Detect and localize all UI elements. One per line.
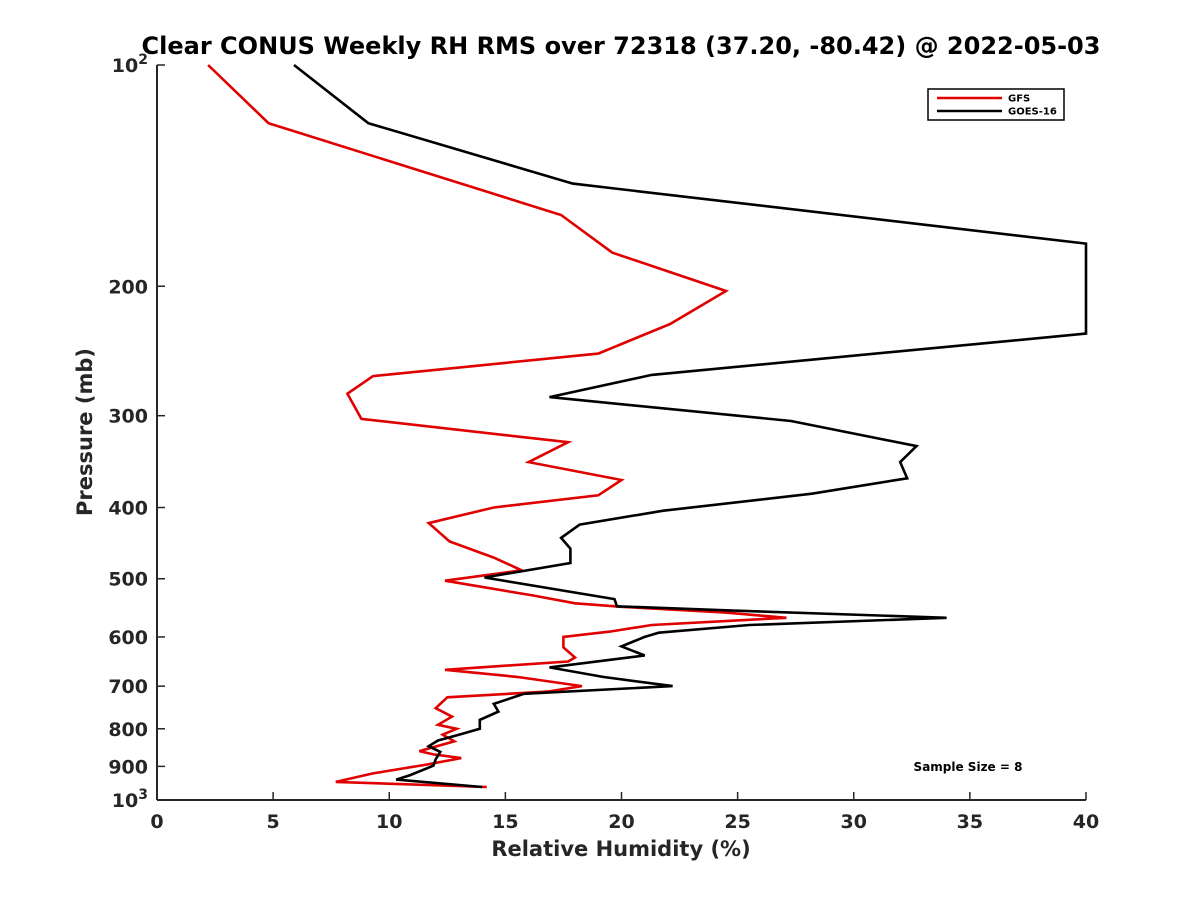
x-tick-label: 0 — [150, 811, 163, 833]
y-tick-label: 300 — [108, 406, 148, 428]
x-tick-label: 20 — [608, 811, 634, 833]
legend-box — [927, 88, 1065, 121]
x-tick-label: 5 — [267, 811, 280, 833]
x-tick-label: 25 — [724, 811, 750, 833]
y-tick-label: 700 — [108, 676, 148, 698]
y-tick-label: 400 — [108, 498, 148, 520]
y-tick-label: 600 — [108, 627, 148, 649]
plot-area — [157, 65, 1086, 800]
x-tick-label: 30 — [841, 811, 867, 833]
legend: GFS GOES-16 — [927, 88, 1065, 121]
y-tick-label: 800 — [108, 719, 148, 741]
y-tick-label: 900 — [108, 756, 148, 778]
legend-label-goes16: GOES-16 — [1008, 107, 1057, 118]
y-tick-label: 200 — [108, 276, 148, 298]
legend-label-gfs: GFS — [1008, 94, 1030, 105]
series-line-goes16 — [293, 63, 1088, 789]
chart-title: Clear CONUS Weekly RH RMS over 72318 (37… — [142, 32, 1101, 60]
x-tick-label: 35 — [957, 811, 983, 833]
x-tick-label: 15 — [492, 811, 518, 833]
series-line-gfs — [207, 64, 787, 789]
y-axis-label: Pressure (mb) — [73, 348, 97, 516]
x-axis-label: Relative Humidity (%) — [491, 837, 750, 861]
x-tick-label: 10 — [376, 811, 402, 833]
x-tick-label: 40 — [1073, 811, 1099, 833]
y-tick-label: 500 — [108, 569, 148, 591]
sample-size-annotation: Sample Size = 8 — [914, 760, 1023, 774]
x-axis-ticks: 0 5 10 15 20 25 30 35 40 — [150, 792, 1099, 833]
series-lines — [207, 63, 1088, 789]
